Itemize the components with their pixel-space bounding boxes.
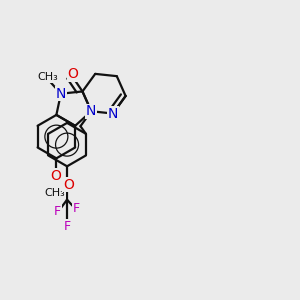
Text: F: F bbox=[73, 202, 80, 215]
Text: N: N bbox=[108, 106, 118, 121]
Text: CH₃: CH₃ bbox=[38, 72, 58, 82]
Text: O: O bbox=[63, 178, 74, 192]
Text: CH₃: CH₃ bbox=[44, 188, 65, 198]
Text: O: O bbox=[67, 68, 78, 81]
Text: N: N bbox=[86, 104, 97, 118]
Text: F: F bbox=[64, 220, 70, 233]
Text: N: N bbox=[56, 87, 66, 101]
Text: F: F bbox=[54, 205, 61, 218]
Text: O: O bbox=[50, 169, 61, 183]
